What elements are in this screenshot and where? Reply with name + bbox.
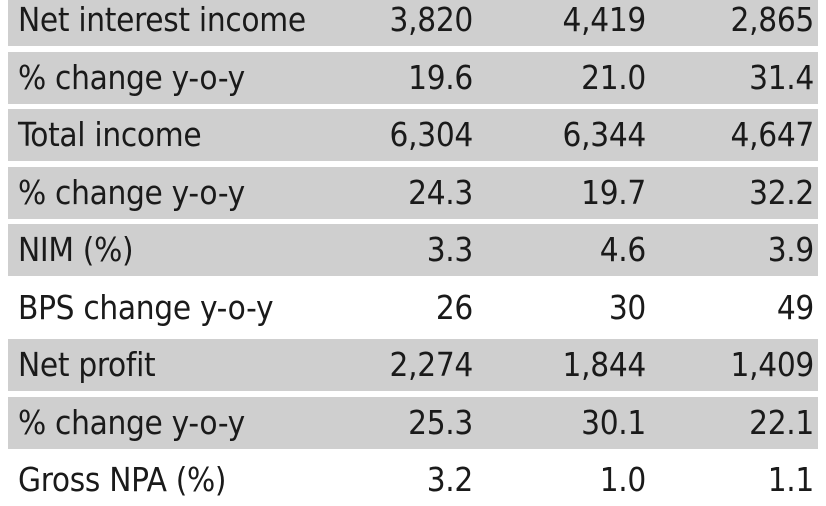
value-cell: 3,820 [389,0,474,39]
table-row: Net interest income 3,820 4,419 2,865 [8,0,818,46]
table-row: NIM (%) 3.3 4.6 3.9 [8,224,818,276]
value-cell: 31.4 [749,57,814,97]
table-row: % change y-o-y 19.6 21.0 31.4 [8,51,818,104]
value-cell: 30 [608,287,646,327]
value-cell: 32.2 [749,172,814,212]
row-label: % change y-o-y [18,402,245,442]
row-label: % change y-o-y [18,172,245,212]
value-cell: 22.1 [749,402,814,442]
table-row: % change y-o-y 24.3 19.7 32.2 [8,166,818,219]
table-row: % change y-o-y 25.3 30.1 22.1 [8,396,818,449]
value-cell: 21.0 [581,57,646,97]
value-cell: 3.9 [767,230,815,269]
value-cell: 4,419 [562,0,647,39]
value-cell: 1,409 [730,345,815,384]
table-row: Total income 6,304 6,344 4,647 [8,109,818,161]
value-cell: 49 [776,287,814,327]
row-label: Net profit [18,345,156,384]
value-cell: 6,304 [389,115,474,154]
value-cell: 19.7 [581,172,646,212]
value-cell: 4.6 [599,230,647,269]
value-cell: 2,274 [389,345,474,384]
value-cell: 3.2 [426,460,474,499]
value-cell: 24.3 [408,172,473,212]
value-cell: 1.0 [599,460,647,499]
row-label: Gross NPA (%) [18,460,227,499]
value-cell: 4,647 [730,115,815,154]
row-label: BPS change y-o-y [18,287,274,327]
value-cell: 6,344 [562,115,647,154]
table-row: BPS change y-o-y 26 30 49 [8,281,818,334]
value-cell: 30.1 [581,402,646,442]
table-row: Net profit 2,274 1,844 1,409 [8,339,818,391]
value-cell: 25.3 [408,402,473,442]
row-label: Total income [18,115,202,154]
value-cell: 19.6 [408,57,473,97]
value-cell: 3.3 [426,230,474,269]
value-cell: 1,844 [562,345,647,384]
row-label: Net interest income [18,0,306,39]
value-cell: 26 [435,287,473,327]
value-cell: 1.1 [767,460,815,499]
table-row: Gross NPA (%) 3.2 1.0 1.1 [8,454,818,506]
value-cell: 2,865 [730,0,815,39]
row-label: NIM (%) [18,230,134,269]
row-label: % change y-o-y [18,57,245,97]
